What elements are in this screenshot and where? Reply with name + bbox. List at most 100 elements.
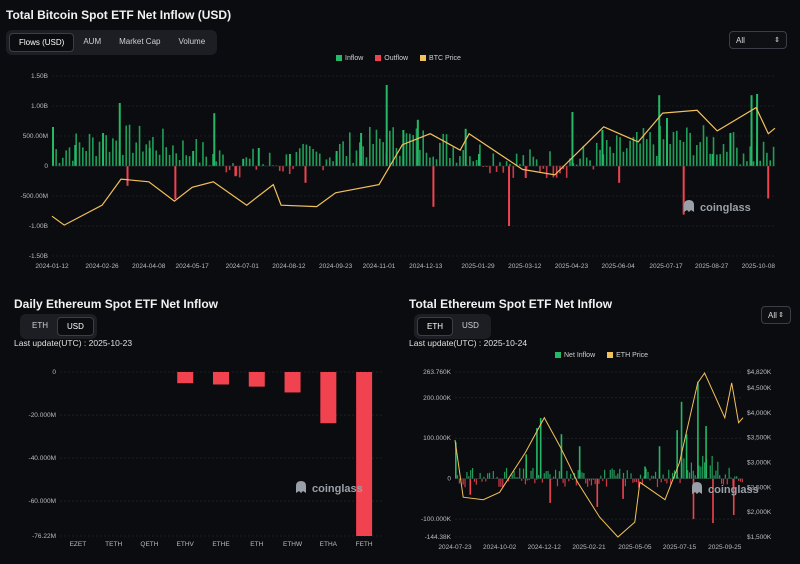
btc-flow-bar (756, 94, 759, 166)
tab-market-cap[interactable]: Market Cap (119, 37, 161, 46)
btc-x-tick-label: 2024-09-23 (319, 263, 353, 270)
btc-flow-bar (342, 141, 344, 166)
eth-total-flow-bar (551, 478, 553, 480)
btc-x-tick-label: 2024-08-12 (272, 263, 306, 270)
btc-flow-bar (679, 139, 681, 166)
btc-flow-bar (257, 148, 260, 166)
btc-flow-bar (399, 155, 401, 166)
eth-daily-bar (177, 372, 194, 384)
eth-total-flow-bar (541, 478, 543, 483)
btc-flow-bar (522, 155, 525, 166)
btc-range-select[interactable]: All ⇕ (729, 31, 787, 49)
eth-total-toggle-eth[interactable]: ETH (417, 317, 453, 336)
btc-flow-bar (285, 154, 288, 166)
btc-flow-bar (492, 153, 495, 166)
btc-flow-bar (365, 157, 368, 166)
btc-flow-bar (719, 154, 721, 166)
eth-total-toggle-usd[interactable]: USD (462, 321, 479, 330)
eth-total-x-tick-label: 2024-12-12 (528, 544, 562, 551)
eth-total-flow-bar (713, 475, 715, 479)
btc-flow-bar (369, 126, 371, 166)
eth-total-y-tick-label: -100.000K (421, 516, 452, 523)
legend-net-inflow[interactable]: Net Inflow (555, 352, 595, 359)
tab-aum[interactable]: AUM (83, 37, 102, 46)
eth-daily-bar (320, 372, 337, 424)
btc-flow-bar (575, 164, 578, 166)
btc-flow-bar (571, 112, 574, 166)
legend-inflow[interactable]: Inflow (336, 55, 363, 62)
eth-total-flow-bar (525, 454, 528, 479)
btc-flow-bar (565, 166, 568, 178)
eth-total-flow-bar (680, 401, 683, 479)
eth-total-flow-bar (736, 476, 738, 479)
btc-flow-bar (769, 160, 772, 166)
eth-total-x-tick-label: 2025-07-15 (663, 544, 697, 551)
btc-flow-bar (338, 143, 341, 166)
btc-flow-bar (632, 136, 635, 166)
eth-total-range-select[interactable]: All ⇕ (761, 306, 791, 324)
eth-total-flow-bar (705, 426, 707, 479)
chevron-updown-icon: ⇕ (774, 37, 780, 44)
eth-total-flow-bar (649, 478, 651, 481)
btc-flow-bar (125, 125, 128, 166)
btc-flow-bar (599, 149, 601, 166)
btc-flow-bar (245, 157, 248, 166)
chevron-updown-icon: ⇕ (778, 312, 784, 319)
btc-flow-bar (464, 128, 467, 166)
btc-flow-bar (508, 166, 511, 226)
btc-flow-bar (252, 148, 254, 166)
btc-flow-bar (409, 133, 411, 166)
eth-total-flow-bar (679, 478, 681, 484)
btc-flow-bar (325, 159, 328, 166)
btc-flow-bar (215, 161, 218, 166)
btc-flow-bar (175, 153, 178, 166)
coinglass-logo-icon (682, 199, 696, 216)
btc-flow-bar (619, 137, 621, 166)
legend-outflow[interactable]: Outflow (375, 55, 408, 62)
eth-total-flow-bar (590, 478, 593, 486)
legend-btc-price[interactable]: BTC Price (420, 55, 461, 62)
btc-flow-bar (328, 157, 331, 166)
eth-total-flow-bar (654, 471, 657, 479)
btc-flow-bar (162, 128, 164, 166)
eth-daily-x-tick-label: TETH (105, 541, 122, 548)
btc-flow-bar (665, 118, 668, 166)
tab-flows-usd[interactable]: Flows (USD) (9, 33, 75, 52)
btc-flow-bar (662, 139, 665, 166)
btc-y-tick-label: 1.00B (31, 103, 48, 110)
eth-daily-toggle-eth[interactable]: ETH (32, 321, 48, 330)
eth-daily-bar (356, 372, 373, 536)
btc-flow-bar (412, 135, 414, 166)
btc-flow-bar (174, 166, 177, 199)
btc-flow-bar (115, 140, 118, 166)
btc-flow-bar (482, 166, 485, 168)
eth-total-flow-bar (594, 478, 596, 485)
eth-total-flow-bar (468, 476, 470, 479)
btc-flow-bar (699, 142, 701, 166)
eth-total-flow-bar (532, 467, 534, 479)
btc-flow-bar (92, 137, 94, 166)
eth-total-flow-bar (609, 469, 611, 479)
eth-total-y2-tick-label: $4,000K (747, 410, 772, 417)
eth-total-flow-bar (554, 469, 557, 479)
eth-daily-toggle-usd[interactable]: USD (57, 317, 94, 336)
eth-total-flow-bar (568, 478, 570, 482)
btc-flow-bar (592, 166, 595, 170)
eth-total-flow-bar (549, 478, 551, 503)
btc-flow-bar (389, 130, 391, 166)
eth-total-flow-bar (670, 478, 672, 485)
btc-flow-bar (422, 130, 424, 166)
btc-flow-bar (308, 145, 311, 166)
btc-flow-bar (529, 149, 531, 166)
eth-total-flow-bar (660, 478, 662, 483)
legend-eth-price[interactable]: ETH Price (607, 352, 648, 359)
tab-volume[interactable]: Volume (178, 37, 206, 46)
btc-flow-bar (188, 156, 191, 166)
btc-flow-bar (722, 144, 725, 166)
eth-total-flow-bar (547, 470, 549, 479)
eth-total-flow-bar (615, 475, 617, 479)
eth-total-flow-bar (596, 478, 599, 507)
eth-total-flow-bar (726, 478, 728, 485)
btc-flow-bar (142, 151, 144, 166)
eth-daily-x-tick-label: ETHV (177, 541, 195, 548)
